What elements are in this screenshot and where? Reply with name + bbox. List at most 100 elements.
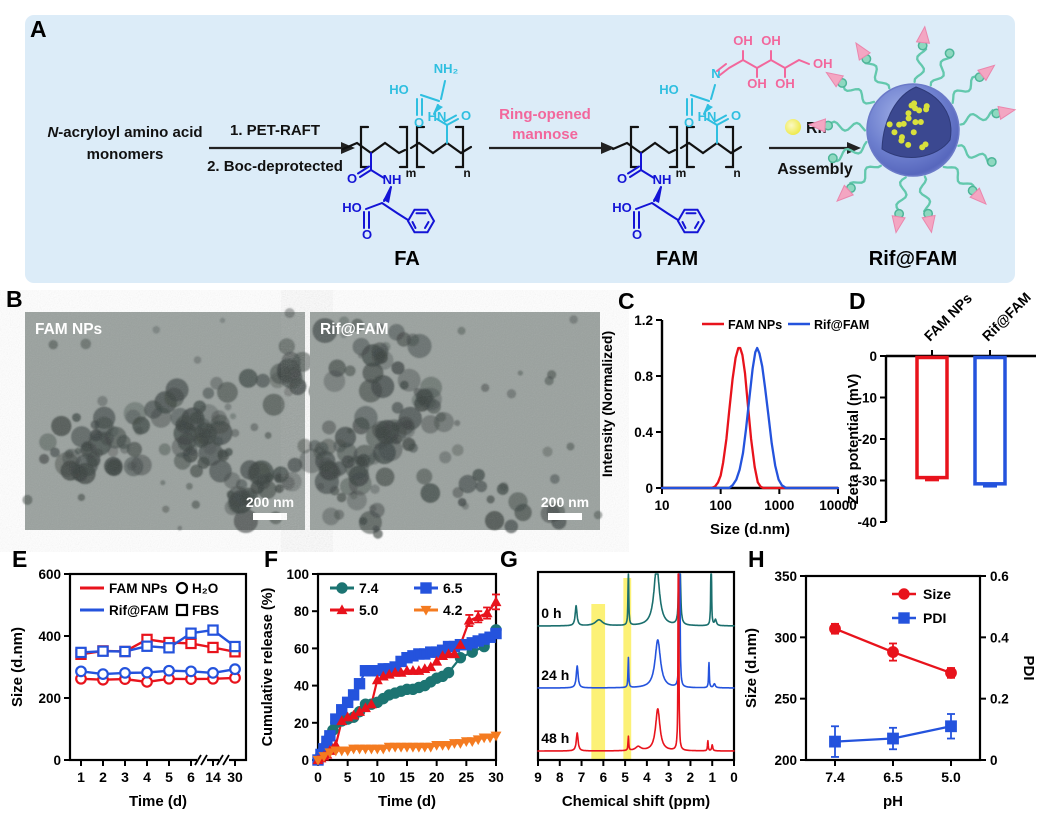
targeting-cone-icon	[855, 41, 872, 61]
monomer-text-line1: N-acryloyl amino acid	[47, 124, 202, 141]
atom-hn: HN	[428, 109, 447, 124]
tick-label: 5	[165, 769, 173, 785]
atom-ho: HO	[342, 200, 362, 215]
series-line	[842, 85, 876, 105]
legend-label: Size	[923, 586, 951, 602]
tick-label: 2	[687, 770, 695, 785]
fam-structure: m n O NH HO O N HO O HN O OH OH OH OH OH…	[611, 33, 833, 270]
tick-label: 1.2	[634, 313, 653, 328]
series-line	[918, 175, 932, 213]
series-line	[957, 144, 990, 165]
marker-square	[185, 627, 197, 639]
y-axis-label: Intensity (Normalized)	[599, 331, 615, 477]
tick-label: -20	[857, 432, 877, 447]
atom-o: O	[414, 115, 424, 130]
marker-square	[229, 640, 241, 653]
bar-label: FAM NPs	[921, 290, 975, 344]
marker-circle	[141, 675, 153, 688]
subscript-n: n	[463, 166, 470, 180]
y-axis-label: Cumulative release (%)	[260, 587, 276, 746]
tick-label: 200	[774, 753, 797, 768]
marker-circle	[898, 588, 910, 600]
trace-label: 24 h	[541, 667, 569, 683]
monomer-text-line2: monomers	[87, 146, 164, 163]
marker-square	[324, 730, 336, 742]
marker-square	[353, 678, 366, 690]
panel-letter-c: C	[618, 288, 635, 314]
series-line	[864, 61, 891, 90]
atom-ho: HO	[659, 82, 679, 97]
rif-dot-icon	[919, 144, 926, 151]
tick-label: 100	[709, 498, 732, 513]
marker-circle	[97, 668, 109, 681]
fam-label: FAM	[656, 248, 698, 270]
tem-noise	[25, 312, 305, 530]
panel-letter-h: H	[748, 546, 765, 572]
panel-letter-b: B	[6, 286, 23, 312]
tick-label: 0	[869, 349, 877, 364]
nanoparticle-blob	[297, 438, 313, 454]
marker-triangle-down	[324, 748, 336, 759]
atom-oh: OH	[747, 76, 767, 91]
marker-square	[141, 640, 153, 652]
marker-triangle-up	[431, 655, 443, 666]
rif-dot-icon	[898, 134, 905, 141]
y-axis-label-right: PDI	[1020, 655, 1037, 680]
x-axis-label: Time (d)	[378, 793, 436, 810]
tick-label: 60	[294, 641, 309, 656]
axes	[660, 320, 838, 490]
scale-bar-label: 200 nm	[541, 494, 589, 510]
panel-letter-a: A	[30, 16, 47, 42]
targeting-cone-icon	[997, 105, 1017, 121]
cumulative-release-chart: 0 20 40 60 80 100 0 5 10 15 20 25 30 Time (d) Cumulati…	[260, 567, 504, 810]
tick-label: -10	[857, 391, 877, 406]
marker-circle	[175, 581, 189, 595]
legend-label: FBS	[192, 603, 219, 618]
marker-square	[945, 720, 957, 733]
marker-triangle-up	[463, 614, 475, 625]
rif-dot-icon	[886, 121, 893, 128]
legend-label: 5.0	[359, 602, 379, 618]
tick-label: 0.8	[634, 369, 653, 384]
scale-bar-label: 200 nm	[246, 494, 294, 510]
legend-label: 4.2	[443, 602, 463, 618]
tick-label: 0	[990, 753, 998, 768]
tick-label: 1	[77, 769, 85, 785]
tick-label: 7	[578, 770, 586, 785]
y-axis-label: Zeta potential (mV)	[846, 374, 862, 505]
tick-label: 0.4	[990, 630, 1009, 645]
tick-label: 8	[556, 770, 564, 785]
series-line	[959, 109, 994, 126]
tem-noise	[310, 312, 600, 530]
step2-label: 2. Boc-deprotected	[207, 158, 343, 175]
series-line	[660, 346, 840, 490]
marker-square	[207, 624, 219, 636]
targeting-cone-icon	[836, 184, 855, 202]
marker-triangle-up	[336, 604, 348, 615]
tick-label: 250	[774, 692, 797, 707]
subscript-m: m	[406, 166, 417, 180]
bar-label: Rif@FAM	[979, 289, 1034, 344]
rif-dot-icon	[891, 129, 898, 136]
stability-size-chart: 0 200 400 600 1 2 3 4 5 6 14 30 Time (d) Size (d.nm) F…	[9, 567, 248, 810]
atom-oh: OH	[813, 56, 833, 71]
marker-triangle-up	[490, 596, 502, 607]
mannose-ball-icon	[944, 48, 955, 59]
panel-letter-d: D	[849, 288, 866, 314]
marker-square	[97, 645, 109, 657]
tick-label: 400	[38, 629, 61, 644]
atom-nh: NH	[383, 172, 402, 187]
plot-frame	[68, 572, 248, 762]
tick-label: 0	[645, 481, 653, 496]
tick-label: 300	[774, 630, 797, 645]
marker-circle	[185, 665, 197, 678]
marker-triangle-up	[454, 639, 466, 649]
series-line	[660, 346, 840, 490]
atom-o: O	[684, 115, 694, 130]
tick-label: 4	[143, 769, 151, 785]
y-axis-label-left: Size (d.nm)	[743, 628, 760, 708]
tick-label: 350	[774, 569, 797, 584]
marker-square	[119, 645, 131, 658]
rif-dot-icon	[905, 115, 912, 122]
series-line	[913, 47, 928, 84]
